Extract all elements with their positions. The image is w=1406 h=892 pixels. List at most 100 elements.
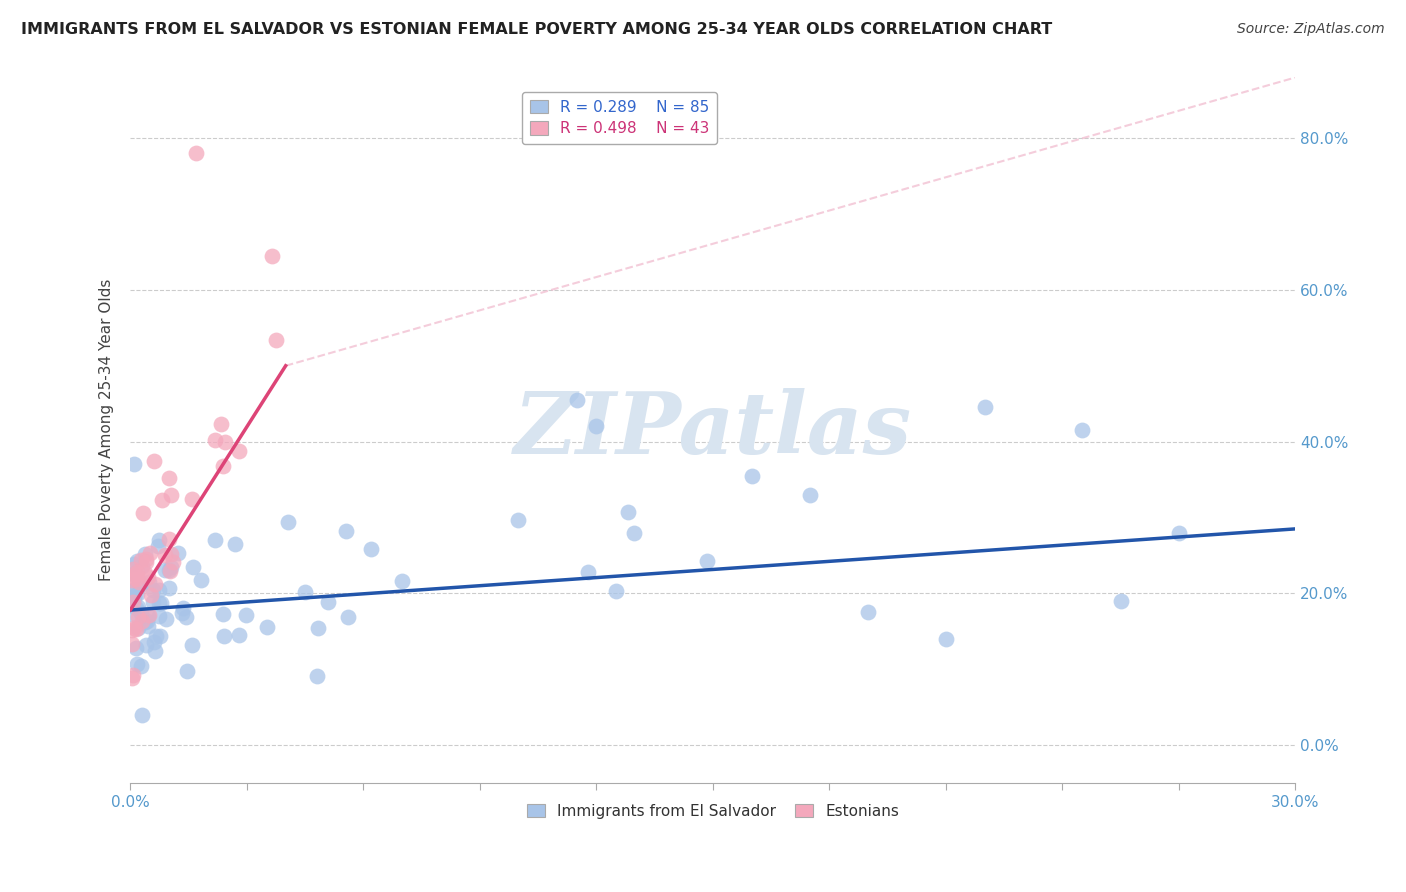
Point bbox=[858, 605, 880, 619]
Point bbox=[565, 392, 588, 407]
Point bbox=[1168, 525, 1191, 540]
Point bbox=[162, 555, 184, 569]
Point bbox=[145, 577, 167, 591]
Point bbox=[122, 589, 145, 603]
Point bbox=[121, 668, 143, 682]
Point bbox=[318, 594, 340, 608]
Point bbox=[149, 629, 172, 643]
Point bbox=[127, 621, 149, 635]
Point bbox=[506, 513, 529, 527]
Text: ZIPatlas: ZIPatlas bbox=[513, 389, 912, 472]
Point bbox=[149, 596, 172, 610]
Point bbox=[134, 548, 156, 562]
Point bbox=[131, 614, 153, 628]
Point bbox=[148, 533, 170, 548]
Point bbox=[148, 597, 170, 611]
Point bbox=[228, 628, 250, 642]
Point bbox=[294, 585, 316, 599]
Point bbox=[605, 584, 627, 599]
Point bbox=[121, 562, 143, 576]
Point bbox=[204, 433, 226, 447]
Point bbox=[127, 599, 149, 614]
Point bbox=[131, 552, 153, 566]
Point bbox=[172, 601, 194, 615]
Point bbox=[973, 401, 995, 415]
Point bbox=[131, 559, 153, 574]
Point bbox=[128, 574, 150, 589]
Point bbox=[157, 532, 180, 546]
Point bbox=[228, 444, 250, 458]
Legend: Immigrants from El Salvador, Estonians: Immigrants from El Salvador, Estonians bbox=[520, 797, 905, 825]
Point bbox=[260, 249, 283, 263]
Point bbox=[125, 554, 148, 568]
Point bbox=[209, 417, 232, 432]
Point bbox=[212, 629, 235, 643]
Point bbox=[181, 491, 204, 506]
Point bbox=[212, 458, 235, 473]
Point bbox=[224, 537, 246, 551]
Point bbox=[264, 333, 287, 347]
Point bbox=[167, 546, 190, 560]
Point bbox=[617, 505, 640, 519]
Point bbox=[160, 560, 183, 574]
Point bbox=[124, 640, 146, 655]
Point bbox=[148, 583, 170, 598]
Y-axis label: Female Poverty Among 25-34 Year Olds: Female Poverty Among 25-34 Year Olds bbox=[100, 279, 114, 582]
Point bbox=[136, 569, 159, 583]
Point bbox=[157, 581, 180, 595]
Point bbox=[125, 569, 148, 583]
Point bbox=[585, 419, 607, 434]
Point bbox=[211, 607, 233, 621]
Point bbox=[139, 588, 162, 602]
Point bbox=[1109, 594, 1132, 608]
Point bbox=[148, 539, 170, 553]
Point bbox=[391, 574, 413, 589]
Point bbox=[122, 557, 145, 571]
Point bbox=[124, 600, 146, 615]
Point bbox=[138, 608, 160, 623]
Point bbox=[142, 582, 165, 597]
Point bbox=[122, 582, 145, 597]
Point bbox=[335, 524, 357, 538]
Point bbox=[176, 664, 198, 678]
Point bbox=[277, 516, 299, 530]
Point bbox=[127, 586, 149, 600]
Point bbox=[125, 565, 148, 579]
Point bbox=[155, 612, 177, 626]
Point bbox=[131, 506, 153, 520]
Point bbox=[159, 470, 181, 484]
Point bbox=[148, 608, 170, 623]
Text: IMMIGRANTS FROM EL SALVADOR VS ESTONIAN FEMALE POVERTY AMONG 25-34 YEAR OLDS COR: IMMIGRANTS FROM EL SALVADOR VS ESTONIAN … bbox=[21, 22, 1052, 37]
Point bbox=[935, 632, 957, 646]
Point bbox=[159, 564, 181, 578]
Point bbox=[307, 621, 329, 635]
Point bbox=[337, 610, 360, 624]
Point bbox=[129, 606, 152, 620]
Point bbox=[127, 610, 149, 624]
Point bbox=[135, 638, 157, 652]
Point bbox=[1070, 423, 1092, 437]
Point bbox=[135, 555, 157, 569]
Point bbox=[125, 657, 148, 671]
Point bbox=[180, 638, 202, 652]
Point bbox=[138, 575, 160, 590]
Point bbox=[139, 546, 162, 560]
Point bbox=[576, 565, 599, 579]
Point bbox=[121, 671, 143, 685]
Point bbox=[799, 488, 821, 502]
Point bbox=[360, 542, 382, 557]
Point bbox=[160, 487, 183, 501]
Point bbox=[145, 629, 167, 643]
Point bbox=[131, 707, 153, 722]
Point bbox=[696, 554, 718, 568]
Point bbox=[125, 572, 148, 586]
Point bbox=[125, 567, 148, 582]
Point bbox=[214, 435, 236, 450]
Point bbox=[181, 560, 204, 574]
Point bbox=[741, 468, 763, 483]
Point bbox=[142, 635, 165, 649]
Point bbox=[122, 608, 145, 623]
Point bbox=[129, 659, 152, 673]
Point bbox=[150, 492, 173, 507]
Point bbox=[136, 614, 159, 628]
